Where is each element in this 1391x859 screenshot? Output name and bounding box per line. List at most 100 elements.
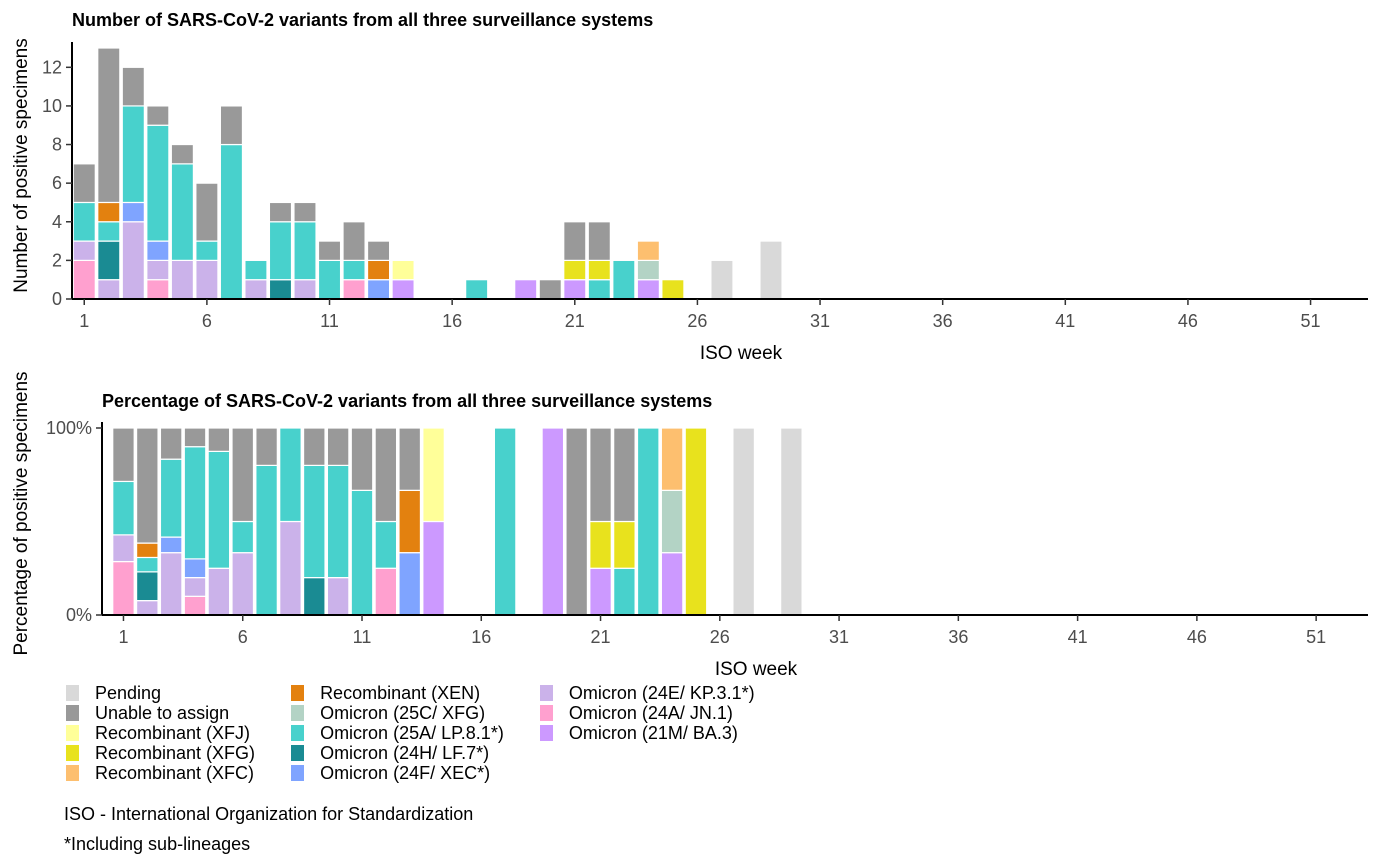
bar-segment	[293, 201, 317, 223]
bar-segment	[159, 536, 183, 554]
bar-segment	[374, 567, 398, 616]
legend: Pending Unable to assign Recombinant (XFJ)…	[66, 683, 791, 783]
bar-segment	[183, 576, 207, 597]
legend-item: Recombinant (XFJ)	[66, 723, 255, 743]
bar-segment	[97, 221, 121, 242]
bar-segment	[112, 560, 135, 616]
bar-segment	[636, 279, 661, 300]
bar-segment	[159, 552, 183, 616]
bar-segment	[183, 558, 207, 579]
bar-segment	[342, 221, 366, 261]
bar-segment	[636, 240, 661, 261]
legend-column: Recombinant (XEN) Omicron (25C/ XFG) Omicr…	[291, 683, 504, 783]
bar-segment	[684, 427, 708, 616]
bar-segment	[219, 105, 244, 146]
x-tick-label: 21	[591, 627, 611, 647]
bar-segment	[135, 600, 159, 616]
bar-segment	[159, 458, 183, 538]
x-axis-label: ISO week	[715, 659, 798, 680]
bar-segment	[146, 105, 170, 126]
x-tick-label: 26	[710, 627, 730, 647]
bar-segment	[97, 240, 121, 281]
bar-segment	[135, 542, 159, 559]
bar-segment	[219, 143, 244, 300]
bar-segment	[97, 201, 121, 223]
bar-segment	[170, 259, 195, 300]
legend-swatch	[291, 765, 305, 781]
x-tick-label: 31	[810, 311, 830, 331]
legend-swatch	[291, 705, 305, 721]
legend-swatch	[66, 725, 79, 741]
x-tick-label: 1	[79, 311, 89, 331]
bar-segment	[636, 427, 660, 616]
bar-segment	[170, 163, 195, 261]
bar-segment	[121, 221, 145, 300]
x-tick-label: 6	[202, 311, 212, 331]
bar-segment	[780, 427, 803, 616]
x-tick-label: 11	[353, 627, 372, 647]
bar-segment	[587, 221, 611, 261]
legend-item: Omicron (25C/ XFG)	[291, 703, 504, 723]
bar-segment	[72, 259, 96, 300]
bar-segment	[493, 427, 517, 616]
legend-item: Recombinant (XEN)	[291, 683, 504, 703]
bar-segment	[268, 279, 293, 300]
x-tick-label: 51	[1301, 311, 1321, 331]
bar-segment	[112, 480, 135, 536]
legend-column: Pending Unable to assign Recombinant (XFJ)…	[66, 683, 255, 783]
bar-segment	[135, 556, 159, 573]
x-tick-label: 16	[471, 627, 491, 647]
bar-segment	[195, 240, 219, 261]
legend-swatch	[539, 685, 553, 701]
bar-segment	[121, 105, 145, 204]
bar-segment	[660, 427, 684, 491]
y-tick-label: 0%	[66, 605, 92, 625]
legend-swatch	[66, 745, 79, 761]
bar-segment	[660, 552, 684, 616]
legend-label: Omicron (25A/ LP.8.1*)	[320, 723, 504, 743]
bar-segment	[613, 520, 636, 569]
legend-column: Omicron (24E/ KP.3.1*) Omicron (24A/ JN.1…	[539, 683, 755, 783]
bar-segment	[391, 259, 415, 281]
x-tick-label: 6	[238, 627, 248, 647]
bar-segment	[207, 567, 231, 616]
legend-item: Recombinant (XFG)	[66, 743, 255, 763]
bar-segment	[146, 124, 170, 242]
legend-swatch	[66, 685, 79, 701]
x-tick-label: 1	[118, 627, 128, 647]
chart-svg: Number of SARS-CoV-2 variants from all t…	[11, 10, 1368, 680]
bar-segment	[589, 520, 612, 569]
legend-label: Recombinant (XFG)	[95, 743, 256, 763]
bar-segment	[366, 279, 391, 300]
bar-segment	[302, 427, 326, 467]
bar-segment	[613, 567, 636, 616]
bar-segment	[350, 489, 374, 616]
y-tick-label: 0	[52, 289, 62, 309]
bar-segment	[207, 427, 231, 452]
bar-segment	[183, 446, 207, 560]
bar-segment	[398, 489, 422, 554]
legend-swatch	[66, 705, 79, 721]
y-tick-label: 4	[52, 212, 62, 232]
y-tick-label: 12	[42, 57, 62, 77]
bar-segment	[538, 279, 562, 300]
legend-item: Omicron (24H/ LF.7*)	[291, 743, 504, 763]
bar-segment	[563, 279, 587, 300]
chart-title: Number of SARS-CoV-2 variants from all t…	[72, 10, 653, 30]
bar-segment	[293, 221, 317, 281]
legend-item: Pending	[66, 683, 255, 703]
x-tick-label: 11	[320, 311, 339, 331]
bar-segment	[244, 279, 268, 300]
legend-swatch	[66, 765, 79, 781]
bar-segment	[146, 279, 170, 300]
y-axis-label: Percentage of positive specimens	[11, 371, 32, 655]
x-axis-label: ISO week	[700, 343, 783, 364]
legend-label: Recombinant (XFJ)	[95, 723, 251, 743]
bar-segment	[231, 520, 255, 554]
bar-segment	[146, 240, 170, 261]
bar-segment	[112, 427, 135, 483]
bar-segment	[317, 240, 342, 261]
legend-item: Unable to assign	[66, 703, 255, 723]
bar-segment	[398, 552, 422, 616]
